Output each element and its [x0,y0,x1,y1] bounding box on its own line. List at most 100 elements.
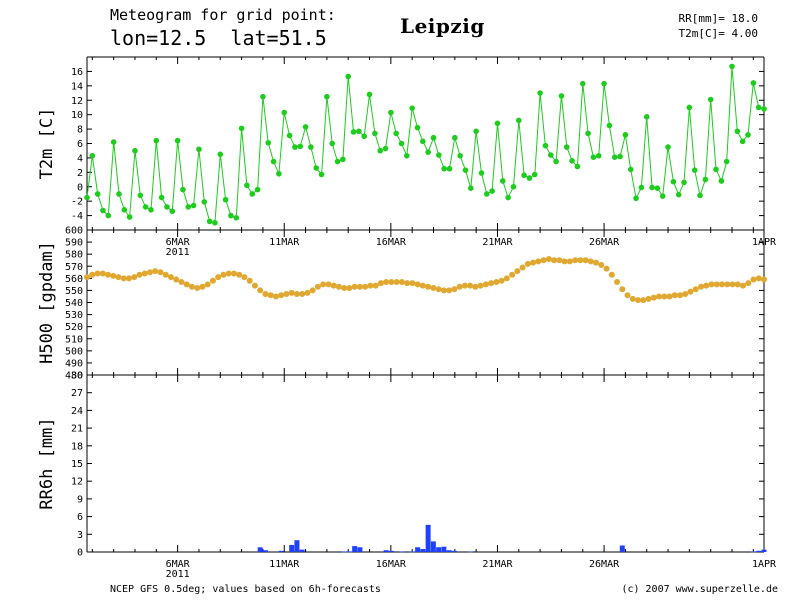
h500-point [624,292,631,299]
t2m-point [260,93,266,100]
t2m-point [446,165,453,172]
h500-point [183,281,190,288]
h500-point [241,274,248,281]
y-tick-label: 530 [65,310,83,321]
t2m-point [590,154,597,160]
h500-point [325,281,332,288]
h500-point [136,271,143,278]
t2m-point [697,192,703,199]
h500-point [598,262,605,269]
y-tick-label: 6 [77,512,83,523]
h500-point [729,281,736,288]
h500-point [461,282,468,289]
t2m-point [473,128,479,135]
t2m-point [222,196,229,203]
rr6h-bar [446,550,452,552]
t2m-point [547,152,554,158]
h500-point [141,270,148,277]
h500-point [398,278,405,285]
t2m-point [217,151,224,158]
h500-point [687,288,694,295]
y-tick-label: 600 [65,226,83,237]
t2m-point [713,166,719,173]
t2m-point [382,145,389,152]
h500-point [545,256,552,262]
y-tick-label: 9 [77,494,83,505]
panel-2: 0 3 6 9 12 15 18 21 24 27 30 RR6h [mm] [37,371,765,559]
panel-0: -4 -2 0 2 4 6 8 10 12 14 16 T2m [C] [37,56,765,231]
h500-point [272,293,279,300]
x-tick-label: 21MAR [482,237,513,248]
h500-point [131,274,138,281]
t2m-point [350,129,357,135]
x-tick-label: 1APR [752,237,777,248]
t2m-point [334,158,341,165]
t2m-point [238,125,245,132]
h500-point [246,277,253,284]
t2m-point [329,140,336,147]
t2m-point [622,132,629,138]
t2m-point [254,186,261,193]
t2m-point [110,139,117,145]
h500-point [162,271,169,278]
y-tick-label: 30 [71,371,83,382]
y-tick-label: 580 [65,250,83,261]
h500-point [99,270,106,277]
t2m-point [627,166,634,173]
h500-point [267,292,274,299]
t2m-point [659,193,666,199]
t2m-point [356,128,362,135]
y-tick-label: 24 [71,406,83,417]
rr6h-bar [451,550,457,552]
h500-point [719,281,726,288]
rr6h-bar [383,550,389,552]
h500-point [619,286,626,293]
h500-point [472,283,479,290]
h500-point [194,285,201,291]
t2m-point [281,109,288,116]
h500-point [251,282,258,289]
h500-point [503,275,510,282]
y-tick-label: 6 [77,139,83,150]
t2m-point [755,104,762,111]
h500-point [362,283,369,290]
y-tick-label: 560 [65,274,83,285]
t2m-point [292,144,298,150]
h500-point [278,292,285,299]
h500-point [262,291,269,298]
rr6h-bar [756,550,762,552]
x-tick-label: 21MAR [482,559,513,570]
t2m-point [249,191,256,197]
h500-point [167,274,174,281]
y-tick-label: 490 [65,358,83,369]
y-tick-label: 510 [65,334,83,345]
h500-point [125,275,132,282]
y-tick-label: 590 [65,238,83,249]
t2m-point [452,134,458,141]
x-tick-label: 16MAR [376,559,407,570]
h500-point [498,277,505,284]
t2m-point [670,178,677,185]
h500-point [582,257,589,264]
h500-point [677,292,684,299]
rr6h-bar [399,551,405,553]
h500-point [178,278,185,285]
t2m-point [270,158,277,165]
t2m-point [420,138,426,145]
t2m-point [510,183,517,190]
t2m-point [302,124,309,130]
data-source-note: NCEP GFS 0.5deg; values based on 6h-fore… [110,584,381,595]
y-axis-label: H500 [gpdam] [37,241,57,364]
h500-point [435,286,442,293]
h500-point [456,283,463,290]
h500-point [656,293,663,300]
t2m-point [745,132,751,138]
h500-point [367,282,374,289]
y-tick-label: 18 [71,441,83,452]
t2m-point [484,191,490,197]
h500-point [724,281,731,288]
t2m-point [414,124,421,131]
h500-point [703,282,710,289]
h500-point [593,259,600,266]
t2m-point [761,106,767,112]
